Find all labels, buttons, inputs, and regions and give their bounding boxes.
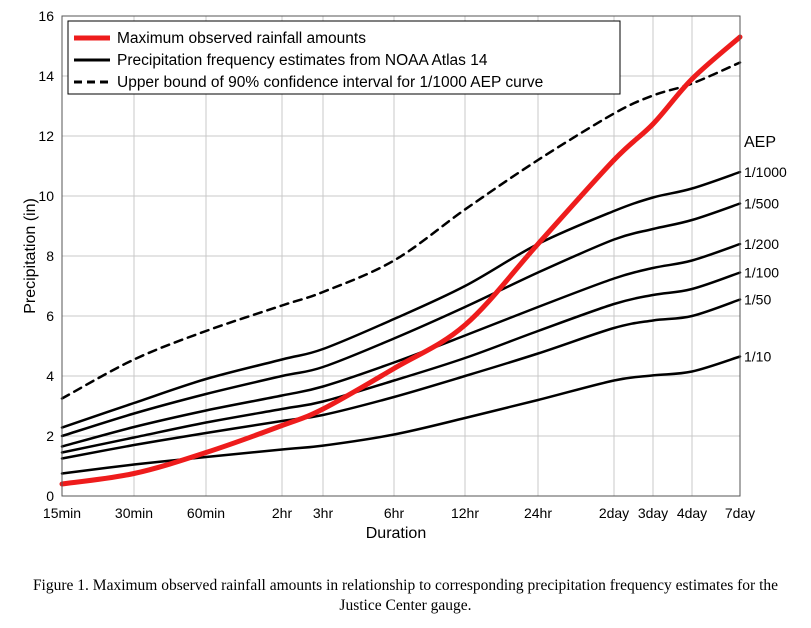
series-layer [59, 34, 743, 487]
x-tick-label: 2hr [272, 505, 293, 521]
series-aep-line-1-100 [60, 271, 742, 454]
x-tick-label: 3day [638, 505, 668, 521]
x-tick-label: 12hr [451, 505, 479, 521]
x-tick-label: 3hr [313, 505, 334, 521]
figure-caption: Figure 1. Maximum observed rainfall amou… [32, 577, 779, 614]
y-tick-label: 12 [38, 128, 54, 144]
y-tick-label: 0 [46, 488, 54, 504]
legend-label-estimates: Precipitation frequency estimates from N… [117, 52, 488, 69]
y-tick-label: 16 [38, 8, 54, 24]
y-tick-label: 14 [38, 68, 54, 84]
x-tick-label: 4day [677, 505, 707, 521]
y-axis-title: Precipitation (in) [22, 198, 39, 314]
aep-title: AEP [744, 134, 776, 151]
x-axis-title: Duration [366, 525, 426, 542]
y-axis-ticks: 0 2 4 6 8 10 12 14 16 [38, 8, 54, 504]
y-tick-label: 10 [38, 188, 54, 204]
x-tick-label: 60min [187, 505, 225, 521]
aep-label: 1/200 [744, 236, 779, 252]
legend-label-observed: Maximum observed rainfall amounts [117, 30, 366, 47]
y-tick-label: 2 [46, 428, 54, 444]
precipitation-chart: 0 2 4 6 8 10 12 14 16 15min 30min 60min 2hr 3hr 6hr 12… [22, 8, 787, 542]
aep-labels: 1/1000 1/500 1/200 1/100 1/50 1/10 [744, 164, 787, 365]
x-tick-label: 15min [43, 505, 81, 521]
aep-label: 1/500 [744, 196, 779, 212]
y-tick-label: 8 [46, 248, 54, 264]
series-aep-line-1-1000 [60, 170, 742, 429]
aep-label: 1/50 [744, 292, 771, 308]
legend-box [67, 20, 621, 95]
x-tick-label: 30min [115, 505, 153, 521]
aep-label: 1/10 [744, 349, 771, 365]
series-upper-bound-line [60, 61, 742, 400]
series-observed-line [59, 34, 743, 487]
legend-label-upper-bound: Upper bound of 90% confidence interval f… [117, 74, 543, 91]
y-tick-label: 6 [46, 308, 54, 324]
series-aep-line-1-500 [60, 202, 742, 438]
x-tick-label: 24hr [524, 505, 552, 521]
x-tick-label: 7day [725, 505, 755, 521]
x-tick-label: 6hr [384, 505, 405, 521]
series-aep-line-1-50 [60, 298, 742, 460]
aep-label: 1/1000 [744, 164, 787, 180]
y-tick-label: 4 [46, 368, 54, 384]
x-axis-ticks: 15min 30min 60min 2hr 3hr 6hr 12hr 24hr 2day 3day… [43, 505, 755, 521]
legend: Maximum observed rainfall amounts Precip… [67, 20, 621, 95]
x-tick-label: 2day [599, 505, 629, 521]
plot-frame [61, 15, 741, 497]
aep-label: 1/100 [744, 265, 779, 281]
